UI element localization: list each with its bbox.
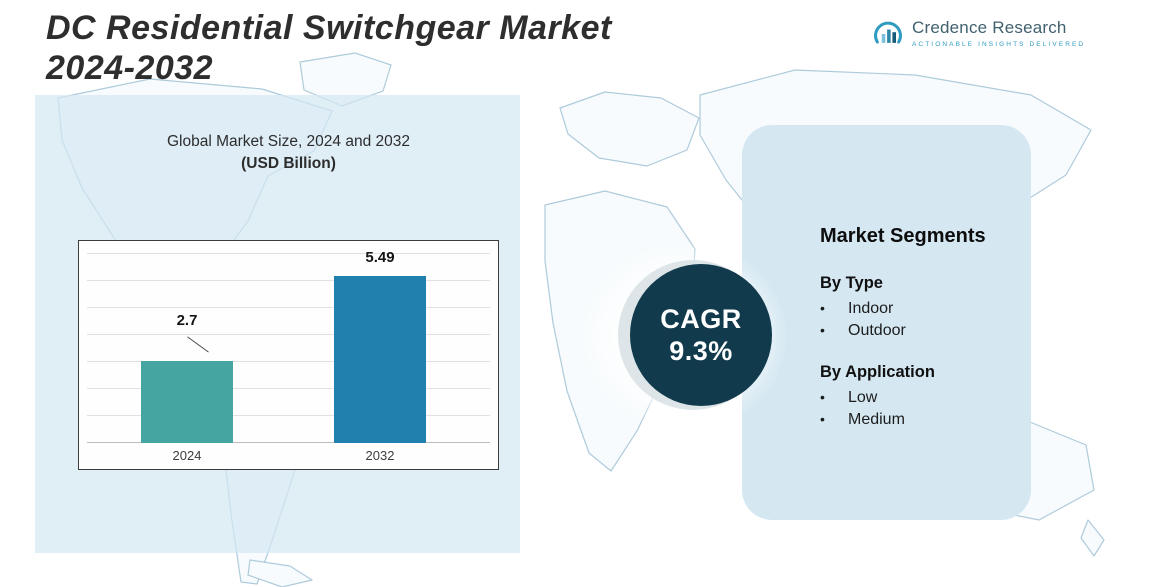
bar-2032 [334, 276, 426, 443]
logo-text: Credence Research Actionable Insights De… [912, 18, 1085, 48]
cagr-circle: CAGR 9.3% [630, 264, 772, 406]
x-axis-label-2024: 2024 [172, 448, 202, 463]
segment-item-medium: Medium [820, 409, 1003, 431]
market-segments-panel: Market Segments By Type Indoor Outdoor B… [742, 125, 1031, 520]
logo-tagline: Actionable Insights Delivered [912, 41, 1086, 48]
page-title: DC Residential Switchgear Market 2024-20… [46, 8, 612, 88]
segment-item-outdoor: Outdoor [820, 320, 1003, 342]
bar-chart-growth-icon [872, 18, 904, 55]
cagr-label: CAGR [660, 303, 742, 334]
segment-list-by-type: Indoor Outdoor [820, 298, 1003, 341]
map-greenland [299, 52, 392, 107]
bar-column-2032: 5.49 [334, 249, 426, 443]
credence-research-logo: Credence Research Actionable Insights De… [872, 18, 1085, 55]
chart-subtitle: Global Market Size, 2024 and 2032 (USD B… [78, 131, 499, 176]
map-new-zealand [1080, 519, 1105, 557]
segment-list-by-application: Low Medium [820, 387, 1003, 430]
bar-value-label-2032: 5.49 [365, 249, 395, 266]
chart-subtitle-line-1: Global Market Size, 2024 and 2032 [167, 133, 410, 150]
x-axis-label-2032: 2032 [365, 448, 395, 463]
segment-group-by-application: By Application Low Medium [820, 363, 1003, 430]
segment-group-label: By Type [820, 274, 883, 292]
map-europe [559, 91, 700, 167]
bars-layer: 2.7 5.49 [87, 249, 490, 443]
cagr-badge: CAGR 9.3% [578, 238, 818, 438]
bar-value-label-2024: 2.7 [176, 312, 198, 329]
segment-item-indoor: Indoor [820, 298, 1003, 320]
bar-2024 [141, 361, 233, 443]
segment-group-by-type: By Type Indoor Outdoor [820, 274, 1003, 341]
logo-name: Credence Research [912, 18, 1067, 37]
cagr-value: 9.3% [669, 336, 733, 366]
page-title-line-1: DC Residential Switchgear Market [46, 9, 612, 47]
segments-heading: Market Segments [820, 225, 986, 247]
segment-group-label: By Application [820, 363, 935, 381]
map-island-south [247, 559, 313, 587]
segment-item-low: Low [820, 387, 1003, 409]
x-axis: 2024 2032 [87, 448, 490, 466]
chart-subtitle-line-2: (USD Billion) [241, 155, 336, 173]
bar-column-2024: 2.7 [141, 261, 233, 443]
bar-chart-frame: 2.7 5.49 2024 2032 [78, 240, 499, 470]
page-title-line-2: 2024-2032 [46, 49, 214, 88]
label-leader-line [187, 336, 209, 353]
